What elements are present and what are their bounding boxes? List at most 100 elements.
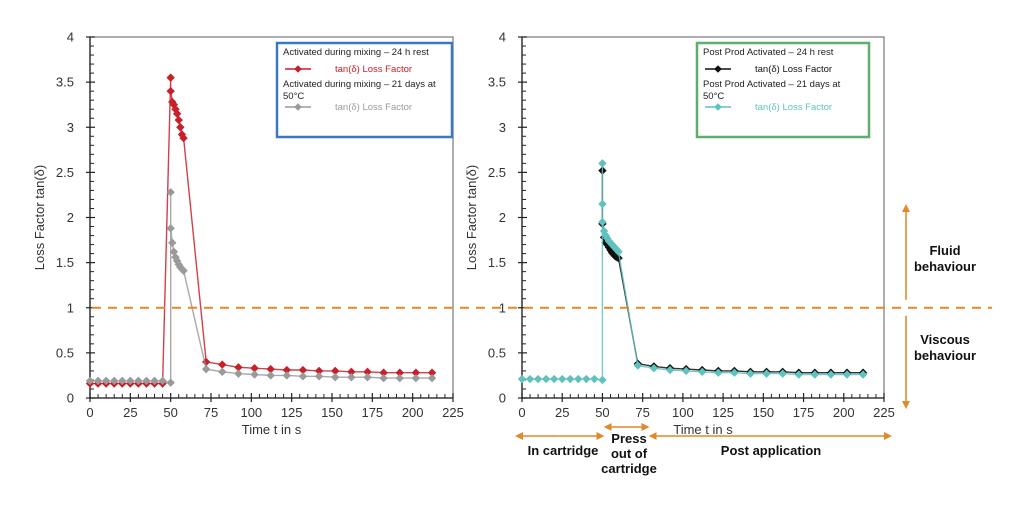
data-point (826, 370, 836, 379)
x-tick-label: 125 (281, 405, 303, 420)
x-tick-label: 25 (555, 405, 569, 420)
data-point (234, 369, 243, 378)
data-point (379, 368, 388, 377)
y-tick-label: 0 (67, 391, 74, 406)
data-point (730, 368, 739, 377)
y-tick-label: 0.5 (488, 345, 506, 360)
legend-header: Post Prod Activated – 21 days at (703, 79, 841, 90)
y-tick-label: 2.5 (488, 165, 506, 180)
data-point (166, 86, 175, 96)
data-point (714, 368, 723, 377)
data-point (218, 360, 227, 369)
data-point (166, 224, 175, 233)
data-point (166, 378, 175, 387)
data-point (168, 97, 177, 107)
x-tick-label: 75 (635, 405, 649, 420)
data-point (566, 374, 575, 384)
series-1 (517, 159, 868, 385)
data-point (168, 238, 177, 247)
y-tick-label: 3 (67, 120, 74, 135)
data-point (142, 376, 151, 386)
data-point (150, 376, 159, 386)
phase-label: out of (611, 446, 648, 461)
data-point (314, 372, 324, 381)
series-1 (85, 188, 437, 387)
data-point (166, 73, 175, 82)
y-tick-label: 2 (499, 210, 506, 225)
legend-swatch-marker (714, 65, 722, 73)
x-tick-label: 225 (442, 405, 464, 420)
legend-entry: tan(δ) Loss Factor (755, 64, 832, 75)
data-point (411, 373, 421, 383)
data-point (166, 188, 175, 197)
data-point (598, 375, 607, 385)
phase-label: cartridge (601, 461, 657, 476)
y-axis-title: Loss Factor tan(δ) (464, 165, 479, 271)
data-point (363, 373, 372, 382)
x-axis-title: Time t in s (242, 422, 302, 437)
legend-swatch-marker (294, 65, 302, 73)
legend-header: Activated during mixing – 24 h rest (283, 47, 429, 58)
x-tick-label: 225 (873, 405, 895, 420)
data-point (517, 374, 527, 384)
data-point (427, 373, 437, 383)
data-point (179, 133, 188, 143)
data-point (218, 367, 227, 377)
data-point (363, 367, 372, 377)
legend-box (695, 41, 871, 139)
x-tick-label: 175 (793, 405, 815, 420)
data-point (810, 370, 820, 379)
data-point (110, 376, 119, 386)
data-point (533, 374, 543, 384)
legend: Activated during mixing – 24 h rest tan(δ… (275, 41, 454, 139)
data-point (681, 366, 691, 376)
data-point (794, 370, 803, 379)
data-point (250, 364, 259, 373)
y-tick-label: 0.5 (56, 345, 74, 360)
viscous-label-line2: behaviour (914, 348, 976, 363)
y-tick-label: 3.5 (56, 75, 74, 90)
x-tick-label: 50 (595, 405, 609, 420)
legend-entry: tan(δ) Loss Factor (335, 102, 412, 113)
x-tick-label: 150 (321, 405, 343, 420)
data-point (126, 376, 135, 386)
x-tick-label: 175 (361, 405, 383, 420)
data-point (598, 199, 607, 209)
data-point (633, 361, 643, 370)
y-tick-label: 3.5 (488, 75, 506, 90)
legend: Post Prod Activated – 24 h rest tan(δ) Lo… (695, 41, 871, 139)
y-tick-label: 4 (499, 30, 506, 45)
data-point (85, 376, 95, 386)
data-point (314, 366, 324, 376)
x-tick-label: 50 (163, 405, 177, 420)
x-tick-label: 200 (402, 405, 424, 420)
data-point (549, 374, 559, 384)
y-tick-label: 1.5 (56, 255, 74, 270)
legend-box (275, 41, 454, 139)
data-point (266, 371, 275, 380)
legend-header: Post Prod Activated – 24 h rest (703, 47, 834, 58)
data-point (574, 374, 583, 384)
x-tick-label: 75 (204, 405, 218, 420)
data-point (697, 367, 707, 377)
data-point (101, 376, 111, 386)
x-tick-label: 100 (672, 405, 694, 420)
series-0 (85, 73, 437, 388)
data-point (525, 374, 535, 384)
y-tick-label: 1.5 (488, 255, 506, 270)
y-tick-label: 2 (67, 210, 74, 225)
data-point (176, 123, 185, 132)
data-point (201, 364, 211, 374)
data-point (174, 115, 183, 125)
right-chart-panel: 0 0.5 1 1.5 2 2.5 3 3.5 4 0 25 50 75 100 125 150 175 200 2… (464, 30, 895, 438)
fluid-label-line2: behaviour (914, 259, 976, 274)
data-point (250, 370, 259, 379)
data-point (762, 369, 771, 378)
data-point (778, 369, 787, 378)
legend-header: 50°C (703, 91, 724, 102)
phase-label: In cartridge (528, 443, 599, 458)
data-point (427, 368, 437, 377)
data-point (298, 365, 308, 375)
